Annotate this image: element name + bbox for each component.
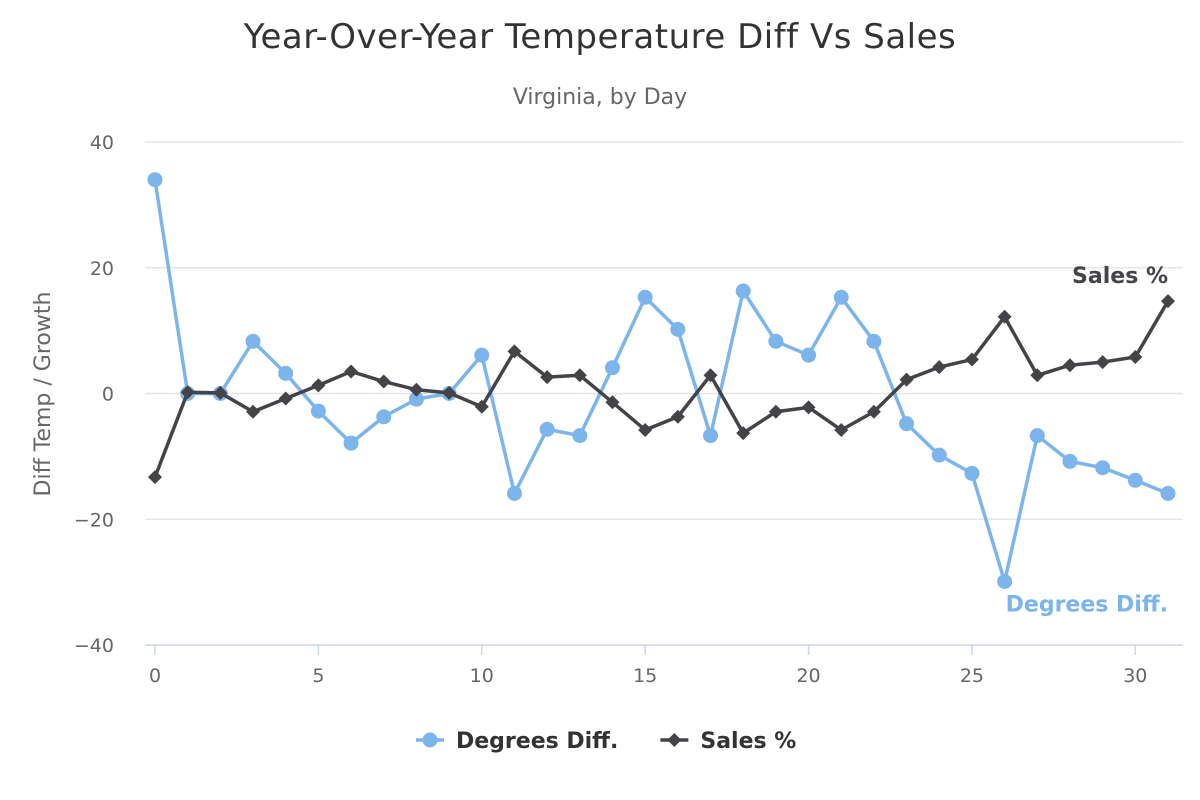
data-point[interactable] [638,422,653,437]
data-point[interactable] [540,370,555,385]
data-point[interactable] [899,416,915,432]
chart-subtitle: Virginia, by Day [513,85,687,110]
data-point[interactable] [997,309,1012,324]
data-point[interactable] [964,465,980,481]
data-point[interactable] [310,403,326,419]
data-point[interactable] [1128,350,1143,365]
data-point[interactable] [605,395,620,410]
data-point[interactable] [148,470,162,485]
series-degrees-diff [147,172,1176,589]
data-point[interactable] [344,364,359,379]
data-point[interactable] [703,428,719,444]
data-point[interactable] [246,404,261,419]
data-point[interactable] [637,289,653,305]
data-point[interactable] [670,409,685,424]
data-point[interactable] [278,391,293,406]
series-sales [148,294,1175,485]
data-point[interactable] [1029,428,1045,444]
data-point[interactable] [1161,294,1175,309]
data-point[interactable] [1127,472,1143,488]
x-tick-label: 20 [796,665,820,687]
x-tick-label: 5 [312,665,324,687]
legend-item[interactable]: Sales % [660,729,796,754]
series-line [153,300,1170,478]
data-point[interactable] [539,421,555,437]
x-tick-label: 0 [149,665,161,687]
x-tick-label: 15 [633,665,657,687]
data-point[interactable] [670,321,686,337]
data-point[interactable] [408,391,424,407]
series-line [153,179,1169,584]
data-point[interactable] [343,435,359,451]
axes: −40 −20 0 20 40 0 5 10 15 20 25 30 [74,132,1183,687]
data-point[interactable] [931,447,947,463]
data-point[interactable] [834,422,849,437]
y-tick-label: 20 [90,258,114,280]
y-tick-label: 40 [90,132,114,154]
x-tick-label: 30 [1123,665,1147,687]
y-tick-label: 0 [102,384,114,406]
data-point[interactable] [278,365,294,381]
data-point[interactable] [147,172,163,188]
x-tick-label: 10 [470,665,494,687]
data-point[interactable] [311,378,326,393]
grid [145,141,1183,520]
legend-marker[interactable] [667,733,682,747]
plot-area [147,172,1176,589]
x-tick-label: 25 [960,665,984,687]
y-axis-title: Diff Temp / Growth [31,292,56,497]
data-point[interactable] [1062,358,1077,373]
data-point[interactable] [1030,368,1045,383]
series-end-labels: Degrees Diff. Sales % [1006,264,1168,617]
data-point[interactable] [735,283,751,299]
data-point[interactable] [474,347,490,363]
data-point[interactable] [932,360,947,375]
series-end-label: Sales % [1072,264,1168,289]
data-point[interactable] [245,333,261,349]
data-point[interactable] [442,385,457,400]
data-point[interactable] [703,368,718,383]
data-point[interactable] [1160,485,1176,501]
data-point[interactable] [866,404,881,419]
data-point[interactable] [1095,460,1111,476]
data-point[interactable] [997,573,1013,589]
data-point[interactable] [1095,355,1110,370]
data-point[interactable] [213,385,228,400]
data-point[interactable] [1062,453,1078,469]
y-tick-label: −40 [74,635,114,657]
data-point[interactable] [801,400,816,415]
data-point[interactable] [768,333,784,349]
y-tick-label: −20 [74,509,114,531]
data-point[interactable] [572,368,587,383]
legend: Degrees Diff. Sales % [416,729,796,754]
data-point[interactable] [506,485,522,501]
data-point[interactable] [768,404,783,419]
data-point[interactable] [736,426,751,441]
data-point[interactable] [866,333,882,349]
data-point[interactable] [376,374,391,389]
data-point[interactable] [833,289,849,305]
series-end-label: Degrees Diff. [1006,592,1168,617]
data-point[interactable] [604,360,620,376]
data-point[interactable] [801,347,817,363]
legend-marker[interactable] [422,732,438,748]
data-point[interactable] [572,428,588,444]
legend-label: Degrees Diff. [456,729,618,754]
legend-item[interactable]: Degrees Diff. [416,729,618,754]
data-point[interactable] [180,385,195,400]
data-point[interactable] [376,409,392,425]
data-point[interactable] [474,399,489,414]
legend-label: Sales % [700,729,796,754]
data-point[interactable] [409,382,424,397]
data-point[interactable] [964,352,979,367]
data-point[interactable] [899,372,914,387]
chart-title: Year-Over-Year Temperature Diff Vs Sales [243,17,956,57]
data-point[interactable] [507,344,522,359]
